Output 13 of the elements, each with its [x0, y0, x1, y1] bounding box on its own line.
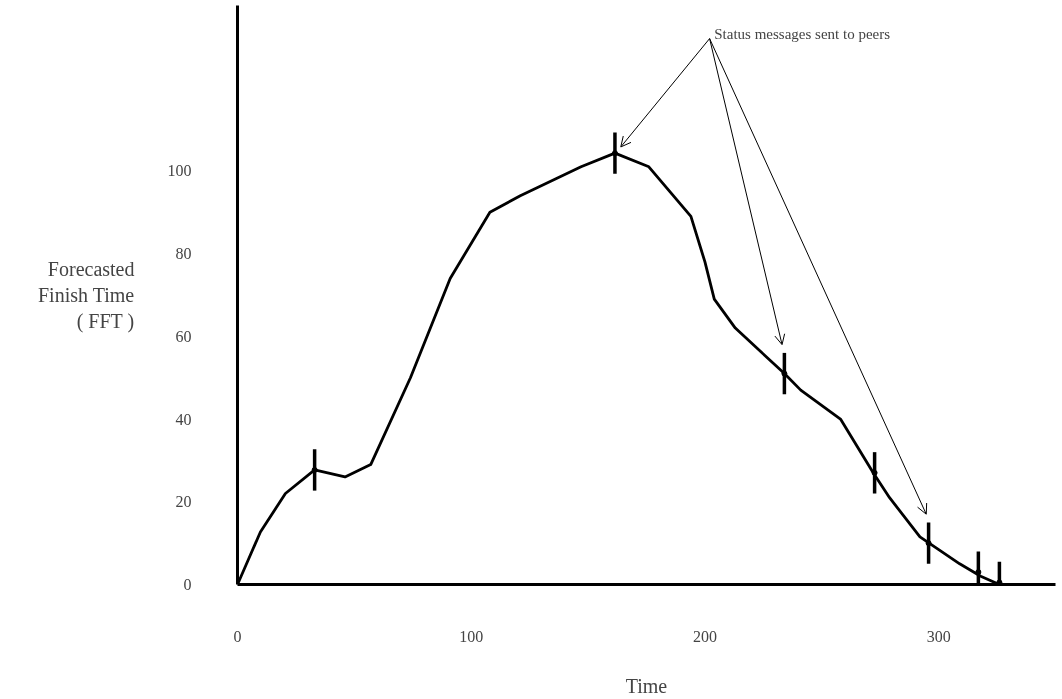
y-tick-label: 20: [175, 493, 192, 511]
y-axis-title: Forecasted Finish Time ( FFT ): [37, 257, 135, 334]
x-axis-title: Time: [625, 674, 668, 697]
y-tick-label: 0: [183, 576, 192, 593]
x-tick-label: 300: [926, 627, 951, 645]
x-tick-label: 100: [459, 627, 484, 645]
y-tick-label: 100: [167, 162, 192, 180]
y-tick-label: 80: [175, 245, 192, 263]
x-tick-label: 0: [233, 627, 242, 645]
annotation: Status messages sent to peers: [714, 26, 891, 43]
y-tick-label: 40: [175, 410, 192, 428]
x-tick-label: 200: [692, 627, 717, 645]
y-tick-label: 60: [175, 327, 192, 345]
